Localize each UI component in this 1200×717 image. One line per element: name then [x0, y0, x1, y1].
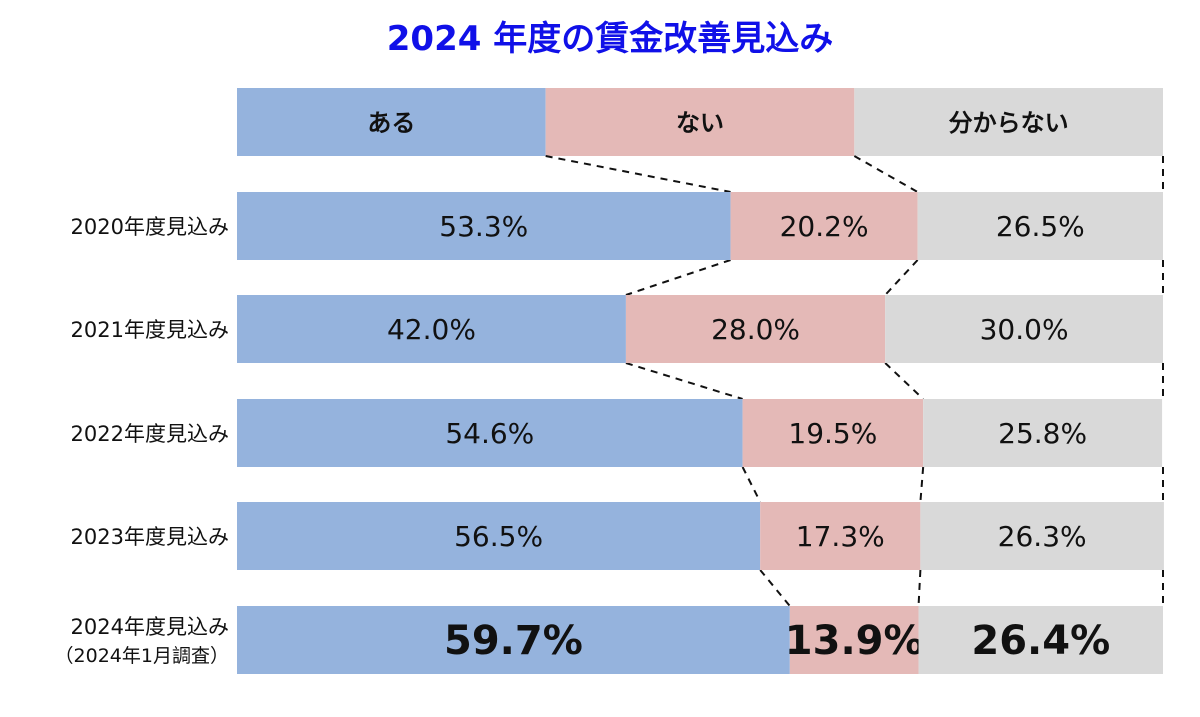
- value-label: 19.5%: [788, 417, 877, 450]
- value-label: 26.3%: [998, 520, 1087, 553]
- bars: 53.3% 20.2% 26.5% 42.0% 28.0% 30.0% 54.6% 19.5%…: [237, 192, 1164, 674]
- bar-segment: [789, 606, 919, 674]
- bar-segment: [237, 295, 626, 363]
- legend-label-1: ある: [367, 109, 415, 137]
- bar-segment: [920, 502, 1164, 570]
- value-label: 30.0%: [980, 313, 1069, 346]
- connector-line: [741, 466, 762, 503]
- connector-line: [545, 155, 731, 193]
- connector-line: [625, 362, 743, 400]
- bar-segment: [730, 192, 918, 260]
- value-label: 25.8%: [998, 417, 1087, 450]
- value-label: 56.5%: [454, 520, 543, 553]
- category-label: 2023年度見込み: [71, 525, 229, 549]
- value-label: 53.3%: [439, 210, 528, 243]
- bar-segment: [237, 502, 761, 570]
- bar-segment: [917, 192, 1163, 260]
- value-label: 20.2%: [780, 210, 869, 243]
- bar-segment: [918, 606, 1163, 674]
- legend-label-3: 分からない: [949, 109, 1069, 137]
- category-labels: 2020年度見込み 2021年度見込み 2022年度見込み 2023年度見込み 2024…: [55, 215, 229, 667]
- legend-swatch-1: [237, 88, 546, 156]
- value-label: 13.9%: [785, 618, 924, 664]
- category-label: 2022年度見込み: [71, 422, 229, 446]
- category-label: 2024年度見込み: [71, 615, 229, 639]
- value-label: 26.5%: [996, 210, 1085, 243]
- legend-swatch-3: [854, 88, 1163, 156]
- bar-segment: [237, 399, 743, 467]
- value-label: 42.0%: [387, 313, 476, 346]
- category-label: 2020年度見込み: [71, 215, 229, 239]
- bar-segment: [742, 399, 924, 467]
- category-label: 2021年度見込み: [71, 318, 229, 342]
- category-label: （2024年1月調査）: [55, 645, 229, 667]
- bar-segment: [625, 295, 886, 363]
- bar-segment: [760, 502, 921, 570]
- value-label: 54.6%: [445, 417, 534, 450]
- bar-segment: [237, 192, 731, 260]
- legend: ある ない 分からない: [237, 88, 1163, 156]
- chart-title: 2024 年度の賃金改善見込み: [387, 19, 833, 59]
- legend-label-2: ない: [676, 109, 724, 137]
- connector-line: [919, 466, 925, 503]
- connector-line: [625, 259, 731, 296]
- value-label: 17.3%: [796, 520, 885, 553]
- bar-segment: [923, 399, 1163, 467]
- connector-line: [853, 155, 919, 193]
- connector-line: [917, 569, 922, 607]
- connector-line: [884, 259, 919, 296]
- value-label: 59.7%: [444, 618, 583, 664]
- connector-lines: [545, 155, 1164, 607]
- bar-segment: [885, 295, 1163, 363]
- value-label: 26.4%: [971, 618, 1110, 664]
- connector-line: [759, 569, 791, 607]
- value-label: 28.0%: [711, 313, 800, 346]
- bar-segment: [237, 606, 790, 674]
- connector-line: [884, 362, 924, 400]
- legend-swatch-2: [545, 88, 855, 156]
